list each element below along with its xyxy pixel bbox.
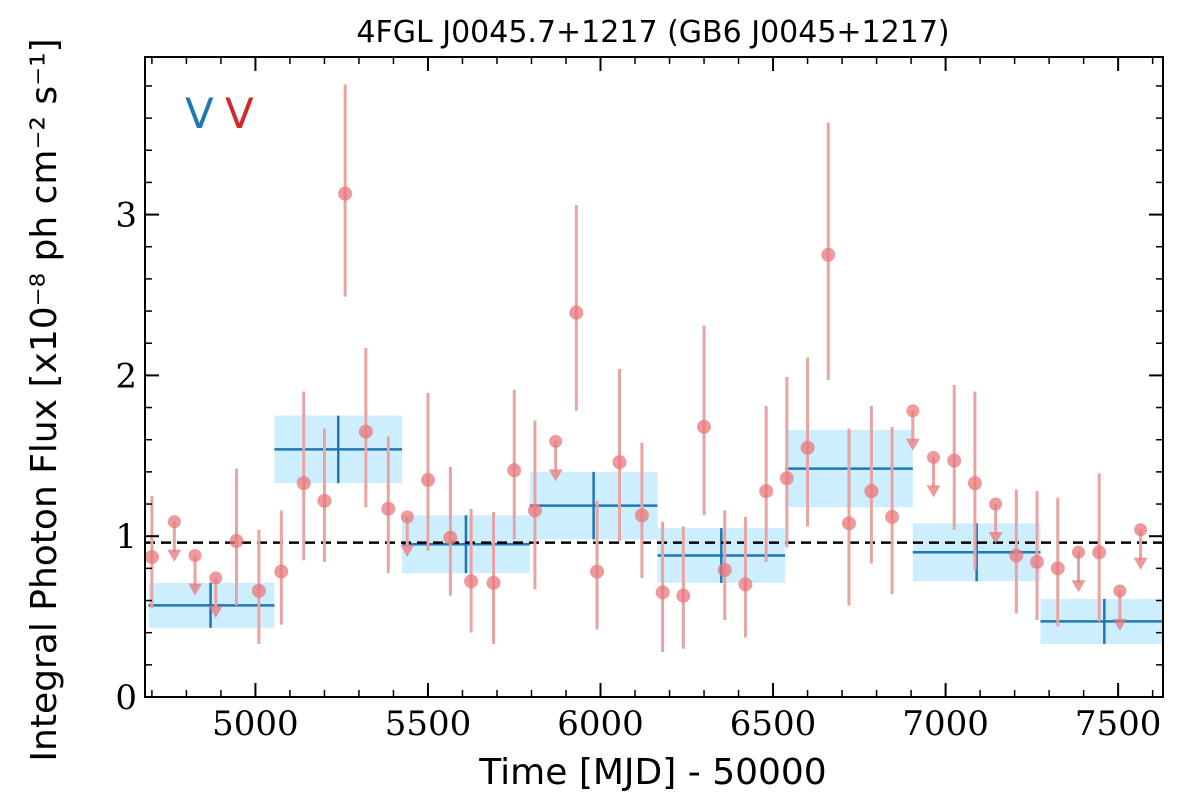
upper-limit-marker xyxy=(549,434,563,448)
upper-limit-arrow xyxy=(188,583,203,596)
flux-point xyxy=(717,562,732,577)
flux-point xyxy=(1092,545,1107,560)
flux-points-layer xyxy=(144,84,1148,652)
y-tick-label: 1 xyxy=(115,517,137,557)
upper-limit-arrow xyxy=(926,485,941,498)
flux-point xyxy=(443,530,458,545)
flux-point xyxy=(144,550,159,565)
flux-point xyxy=(947,453,962,468)
flux-point xyxy=(1009,548,1024,563)
flux-point xyxy=(381,501,396,516)
upper-limit-marker xyxy=(167,515,181,529)
flux-point xyxy=(655,585,670,600)
flux-point xyxy=(738,577,753,592)
upper-limit-marker xyxy=(209,571,223,585)
flux-point xyxy=(697,419,712,434)
flux-point xyxy=(821,247,836,262)
y-tick-label: 3 xyxy=(115,196,137,236)
flux-point xyxy=(338,186,353,201)
flux-point xyxy=(841,516,856,531)
x-tick-label: 6500 xyxy=(730,704,817,744)
upper-limit-arrow xyxy=(1071,580,1086,593)
flux-point xyxy=(634,508,649,523)
flux-point xyxy=(317,493,332,508)
upper-limit-arrow xyxy=(1112,618,1127,631)
flux-point xyxy=(1050,561,1065,576)
flux-point xyxy=(251,583,266,598)
flux-point xyxy=(507,463,522,478)
flux-point xyxy=(885,509,900,524)
flux-point xyxy=(676,588,691,603)
flux-point xyxy=(464,574,479,589)
flux-point xyxy=(612,455,627,470)
x-tick-label: 5000 xyxy=(212,704,299,744)
upper-limit-marker xyxy=(400,510,414,524)
axis-ticks: 5000 5500 6000 6500 7000 7500 0 1 2 3 xyxy=(115,57,1163,744)
upper-limit-arrow xyxy=(988,532,1003,545)
upper-limit-arrow xyxy=(167,549,182,562)
legend: V V xyxy=(185,89,254,138)
flux-point xyxy=(779,471,794,486)
legend-label-blue: V xyxy=(185,89,214,138)
legend-label-red: V xyxy=(225,89,254,138)
flux-point xyxy=(759,484,774,499)
flux-point xyxy=(800,440,815,455)
x-tick-label: 6000 xyxy=(557,704,644,744)
upper-limit-arrow xyxy=(905,438,920,451)
flux-point xyxy=(296,476,311,491)
upper-limit-marker xyxy=(1134,523,1148,537)
upper-limit-arrow xyxy=(400,544,415,557)
flux-point xyxy=(274,564,289,579)
flux-point xyxy=(527,503,542,518)
flux-point xyxy=(229,534,244,549)
upper-limit-marker xyxy=(1113,584,1127,598)
flux-point xyxy=(1030,554,1045,569)
plot-frame xyxy=(144,56,1164,698)
x-tick-label: 7500 xyxy=(1075,704,1162,744)
flux-point xyxy=(420,472,435,487)
upper-limit-marker xyxy=(927,450,941,464)
x-axis-title: Time [MJD] - 50000 xyxy=(478,752,826,793)
flux-point xyxy=(486,575,501,590)
flux-point xyxy=(569,305,584,320)
y-tick-label: 2 xyxy=(115,356,137,396)
upper-limit-arrow xyxy=(208,606,223,619)
upper-limit-arrow xyxy=(1133,557,1148,570)
flux-point xyxy=(358,424,373,439)
flux-point xyxy=(590,564,605,579)
y-tick-label: 0 xyxy=(115,678,137,718)
x-tick-label: 7000 xyxy=(902,704,989,744)
upper-limit-marker xyxy=(188,548,202,562)
binned-flux-layer xyxy=(148,415,1163,644)
upper-limit-arrow xyxy=(548,469,563,482)
y-axis-title: Integral Photon Flux [x10⁻⁸ ph cm⁻² s⁻¹] xyxy=(24,38,65,761)
upper-limit-marker xyxy=(906,404,920,418)
chart-title: 4FGL J0045.7+1217 (GB6 J0045+1217) xyxy=(356,15,949,50)
flux-point xyxy=(864,484,879,499)
x-tick-label: 5500 xyxy=(385,704,472,744)
upper-limit-marker xyxy=(1071,545,1085,559)
flux-point xyxy=(967,476,982,491)
upper-limit-marker xyxy=(989,497,1003,511)
